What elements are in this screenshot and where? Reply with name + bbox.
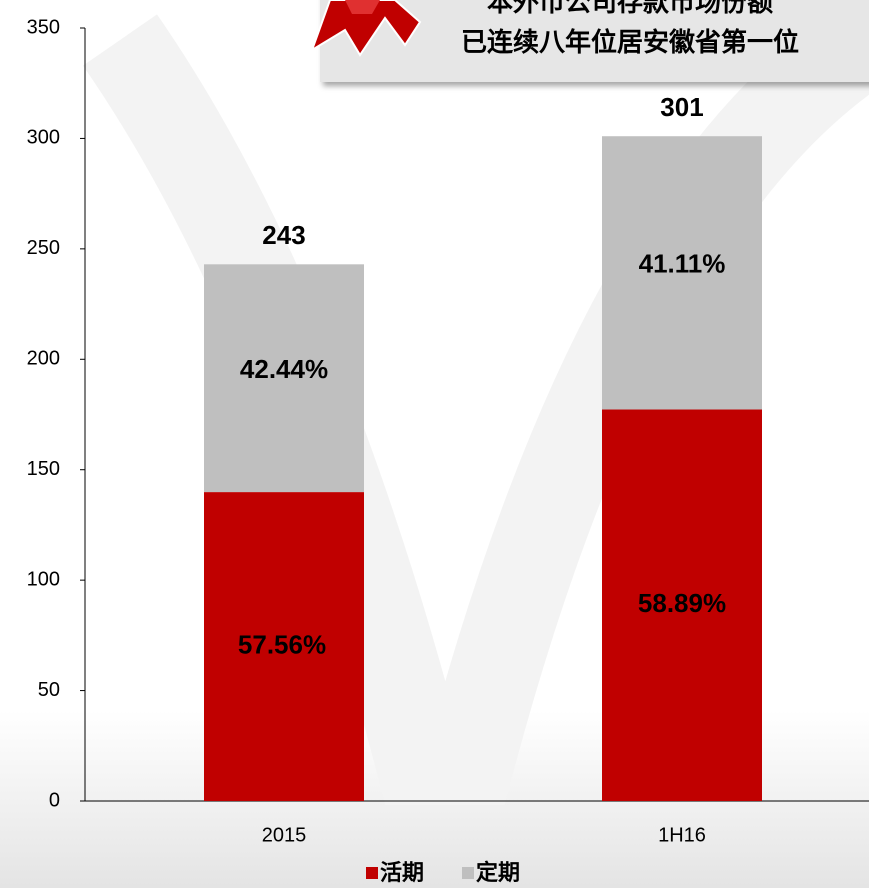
y-tick-label: 150 <box>27 458 60 480</box>
bar-segment <box>204 492 364 801</box>
bar-segment <box>204 264 364 493</box>
annotation: 本外币公司存款市场份额 <box>487 0 773 18</box>
legend-label: 活期 <box>380 860 424 886</box>
bar-segment <box>602 409 762 801</box>
legend-label: 定期 <box>476 860 520 886</box>
y-tick-label: 300 <box>27 127 60 149</box>
y-tick-label: 200 <box>27 348 60 370</box>
bar-segment <box>602 136 762 410</box>
y-tick-label: 100 <box>27 568 60 590</box>
y-tick-label: 0 <box>49 789 60 811</box>
total-label: 301 <box>660 92 703 122</box>
legend-swatch <box>366 867 378 879</box>
share-label: 58.89% <box>638 588 726 618</box>
total-label: 243 <box>262 220 305 250</box>
share-label: 41.11% <box>639 249 726 279</box>
x-tick-label: 1H16 <box>658 824 706 846</box>
share-label: 57.56% <box>238 629 326 659</box>
x-tick-label: 2015 <box>262 824 307 846</box>
y-tick-label: 350 <box>27 16 60 38</box>
y-tick-label: 250 <box>27 237 60 259</box>
annotation: 已连续八年位居安徽省第一位 <box>461 27 799 58</box>
y-tick-label: 50 <box>38 679 60 701</box>
ribbon-icon <box>310 0 422 57</box>
legend-swatch <box>462 867 474 879</box>
share-label: 42.44% <box>240 354 328 384</box>
